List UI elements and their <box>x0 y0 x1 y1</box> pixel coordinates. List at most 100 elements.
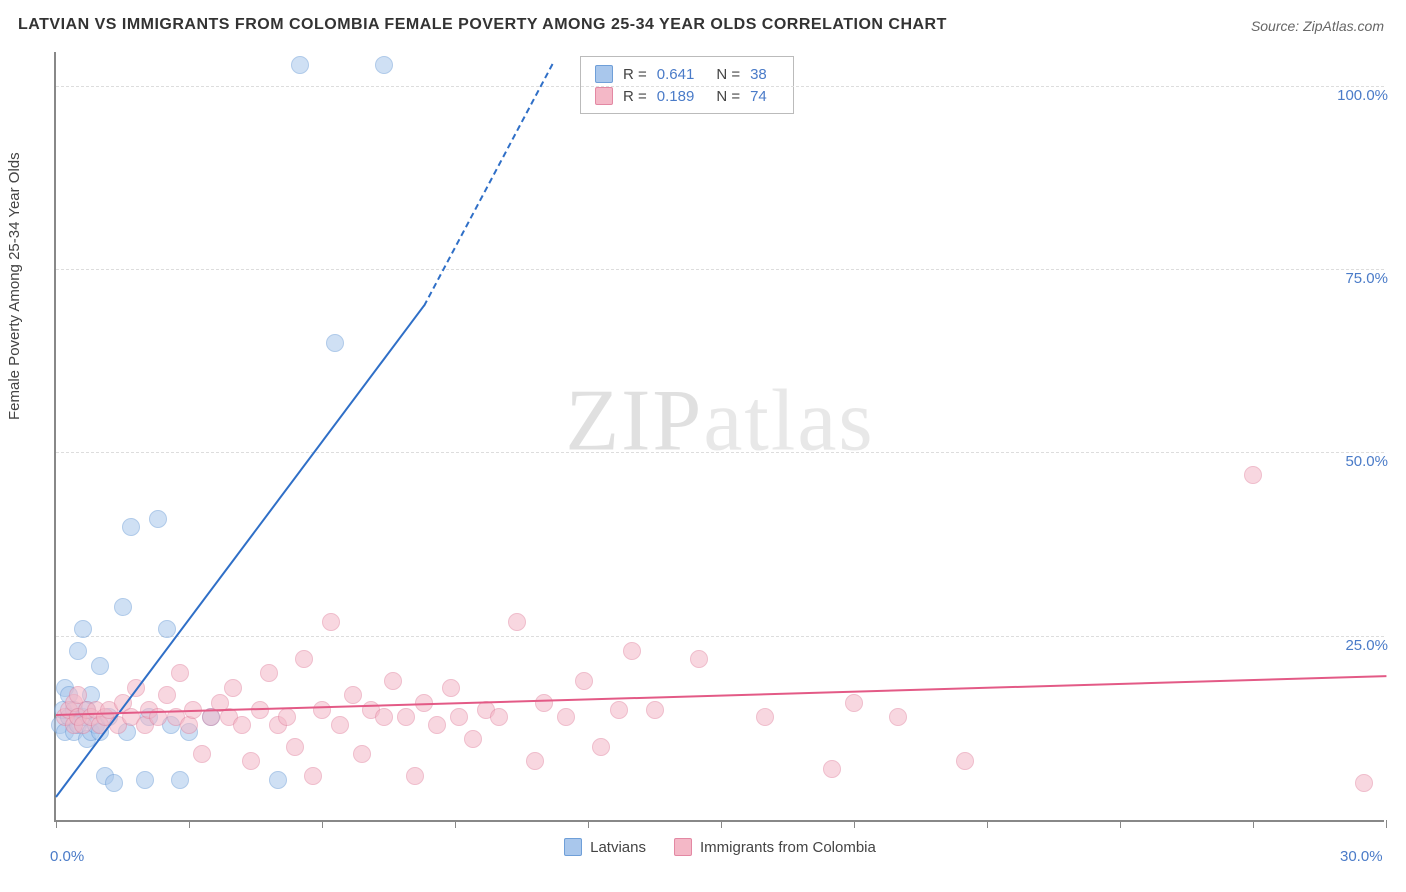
legend-label-series1: Latvians <box>590 839 646 856</box>
n-value-series1: 38 <box>750 66 767 83</box>
data-point-series1 <box>269 771 287 789</box>
data-point-series2 <box>353 745 371 763</box>
data-point-series1 <box>375 56 393 74</box>
scatter-plot: ZIPatlas R = 0.641 N = 38 R = 0.189 N = … <box>54 52 1384 822</box>
data-point-series2 <box>646 701 664 719</box>
y-axis-label: Female Poverty Among 25-34 Year Olds <box>6 152 23 420</box>
data-point-series2 <box>313 701 331 719</box>
data-point-series2 <box>260 664 278 682</box>
n-label: N = <box>716 66 740 83</box>
data-point-series2 <box>375 708 393 726</box>
data-point-series2 <box>193 745 211 763</box>
data-point-series2 <box>557 708 575 726</box>
x-tick-label-min: 0.0% <box>50 848 84 865</box>
gridline-h <box>56 452 1384 453</box>
watermark: ZIPatlas <box>565 370 874 471</box>
legend-label-series2: Immigrants from Colombia <box>700 839 876 856</box>
data-point-series1 <box>74 620 92 638</box>
data-point-series1 <box>291 56 309 74</box>
gridline-h <box>56 269 1384 270</box>
y-tick-label: 25.0% <box>1345 637 1388 654</box>
data-point-series2 <box>278 708 296 726</box>
data-point-series2 <box>171 664 189 682</box>
data-point-series1 <box>326 334 344 352</box>
data-point-series2 <box>286 738 304 756</box>
data-point-series2 <box>397 708 415 726</box>
x-tick <box>987 820 988 828</box>
x-tick <box>721 820 722 828</box>
data-point-series2 <box>304 767 322 785</box>
data-point-series2 <box>490 708 508 726</box>
data-point-series1 <box>171 771 189 789</box>
x-tick <box>1253 820 1254 828</box>
n-value-series2: 74 <box>750 88 767 105</box>
data-point-series2 <box>233 716 251 734</box>
legend: Latvians Immigrants from Colombia <box>56 838 1384 856</box>
y-tick-label: 100.0% <box>1337 87 1388 104</box>
gridline-h <box>56 636 1384 637</box>
swatch-series1 <box>595 65 613 83</box>
data-point-series1 <box>158 620 176 638</box>
data-point-series2 <box>956 752 974 770</box>
data-point-series2 <box>575 672 593 690</box>
data-point-series1 <box>114 598 132 616</box>
legend-swatch-series1 <box>564 838 582 856</box>
data-point-series2 <box>610 701 628 719</box>
trend-line <box>56 675 1386 716</box>
y-tick-label: 50.0% <box>1345 453 1388 470</box>
data-point-series1 <box>91 657 109 675</box>
data-point-series2 <box>623 642 641 660</box>
data-point-series2 <box>535 694 553 712</box>
r-label: R = <box>623 88 647 105</box>
r-label: R = <box>623 66 647 83</box>
chart-title: LATVIAN VS IMMIGRANTS FROM COLOMBIA FEMA… <box>18 16 947 34</box>
data-point-series2 <box>295 650 313 668</box>
data-point-series2 <box>526 752 544 770</box>
n-label: N = <box>716 88 740 105</box>
data-point-series2 <box>406 767 424 785</box>
source-attribution: Source: ZipAtlas.com <box>1251 18 1384 34</box>
data-point-series2 <box>756 708 774 726</box>
legend-item-series1: Latvians <box>564 838 646 856</box>
data-point-series2 <box>592 738 610 756</box>
x-tick <box>189 820 190 828</box>
x-tick-label-max: 30.0% <box>1340 848 1383 865</box>
legend-item-series2: Immigrants from Colombia <box>674 838 876 856</box>
data-point-series2 <box>428 716 446 734</box>
x-tick <box>455 820 456 828</box>
r-value-series1: 0.641 <box>657 66 695 83</box>
data-point-series1 <box>105 774 123 792</box>
x-tick <box>588 820 589 828</box>
data-point-series2 <box>464 730 482 748</box>
data-point-series1 <box>149 510 167 528</box>
data-point-series2 <box>242 752 260 770</box>
data-point-series2 <box>331 716 349 734</box>
stats-row-series1: R = 0.641 N = 38 <box>595 63 779 85</box>
x-tick <box>322 820 323 828</box>
gridline-h <box>56 86 1384 87</box>
data-point-series2 <box>845 694 863 712</box>
x-tick <box>1386 820 1387 828</box>
r-value-series2: 0.189 <box>657 88 695 105</box>
y-tick-label: 75.0% <box>1345 270 1388 287</box>
data-point-series2 <box>322 613 340 631</box>
data-point-series1 <box>69 642 87 660</box>
data-point-series2 <box>442 679 460 697</box>
data-point-series2 <box>450 708 468 726</box>
data-point-series1 <box>136 771 154 789</box>
data-point-series2 <box>508 613 526 631</box>
legend-swatch-series2 <box>674 838 692 856</box>
data-point-series2 <box>384 672 402 690</box>
data-point-series1 <box>122 518 140 536</box>
data-point-series2 <box>1355 774 1373 792</box>
data-point-series2 <box>1244 466 1262 484</box>
data-point-series2 <box>224 679 242 697</box>
data-point-series2 <box>158 686 176 704</box>
swatch-series2 <box>595 87 613 105</box>
data-point-series2 <box>889 708 907 726</box>
x-tick <box>1120 820 1121 828</box>
data-point-series2 <box>823 760 841 778</box>
x-tick <box>56 820 57 828</box>
data-point-series2 <box>344 686 362 704</box>
x-tick <box>854 820 855 828</box>
